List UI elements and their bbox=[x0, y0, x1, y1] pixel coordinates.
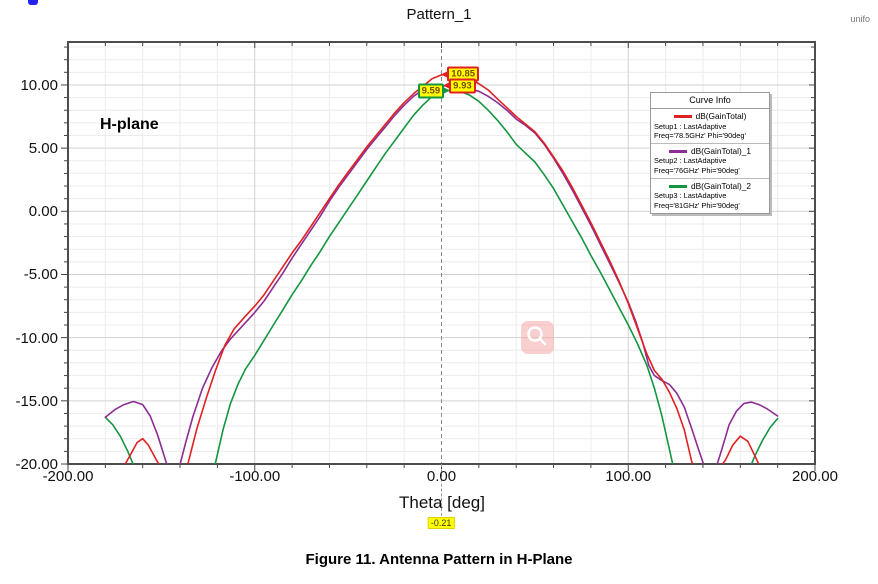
legend-freq: Freq='76GHz' Phi='90deg' bbox=[654, 165, 740, 175]
magnifier-icon bbox=[527, 326, 547, 346]
legend-swatch bbox=[669, 184, 688, 188]
x-axis-title: Theta [deg] bbox=[398, 493, 485, 512]
legend-title: Curve Info bbox=[651, 93, 769, 110]
y-tick-label: 0.00 bbox=[28, 203, 58, 221]
legend-entry: dB(GainTotal)_2 Setup3 : LastAdaptive Freq… bbox=[651, 179, 769, 213]
legend-entry: dB(GainTotal) Setup1 : LastAdaptive Freq='… bbox=[651, 109, 769, 145]
figure-caption: Figure 11. Antenna Pattern in H-Plane bbox=[305, 551, 573, 568]
center-line-extension bbox=[441, 464, 442, 516]
legend-setup: Setup2 : LastAdaptive bbox=[654, 156, 727, 166]
x-axis-annotation: -0.21 bbox=[427, 517, 455, 529]
legend-series-name: dB(GainTotal)_1 bbox=[691, 146, 751, 157]
legend-setup: Setup3 : LastAdaptive bbox=[654, 191, 727, 201]
marker-arrow bbox=[441, 70, 450, 79]
hyperlink-fragment[interactable] bbox=[28, 0, 38, 5]
y-tick-label: 5.00 bbox=[28, 140, 58, 158]
legend-freq: Freq='78.5GHz' Phi='90deg' bbox=[654, 130, 746, 140]
magnifier-overlay-button[interactable] bbox=[521, 321, 554, 354]
watermark-text: unifo bbox=[850, 14, 870, 24]
legend-series-name: dB(GainTotal)_2 bbox=[691, 180, 751, 191]
x-tick-label: -200.00 bbox=[42, 468, 94, 485]
x-tick-label: 100.00 bbox=[605, 468, 652, 485]
y-tick-label: -15.00 bbox=[15, 392, 58, 410]
y-tick-label: -20.00 bbox=[15, 456, 58, 473]
y-tick-label: 10.00 bbox=[20, 76, 58, 94]
peak-marker: 9.93 bbox=[443, 78, 476, 94]
h-plane-label: H-plane bbox=[100, 116, 159, 133]
legend-swatch bbox=[669, 149, 688, 153]
y-tick-label: -10.00 bbox=[15, 329, 58, 347]
x-tick-label: 0.00 bbox=[426, 468, 457, 485]
legend-box: Curve Info dB(GainTotal) Setup1 : LastAda… bbox=[650, 92, 770, 214]
legend-entry: dB(GainTotal)_1 Setup2 : LastAdaptive Freq… bbox=[651, 144, 769, 179]
y-tick-label: -5.00 bbox=[23, 266, 58, 284]
legend-setup: Setup1 : LastAdaptive bbox=[654, 121, 727, 131]
legend-swatch bbox=[673, 114, 692, 118]
chart-title: Pattern_1 bbox=[406, 6, 472, 23]
marker-arrow bbox=[442, 86, 451, 95]
marker-arrow bbox=[443, 81, 452, 90]
legend-series-name: dB(GainTotal) bbox=[695, 111, 747, 122]
peak-marker: 9.59 bbox=[417, 83, 451, 99]
x-tick-label: -100.00 bbox=[229, 468, 281, 485]
x-tick-label: 200.00 bbox=[792, 468, 838, 485]
legend-freq: Freq='81GHz' Phi='90deg' bbox=[654, 200, 740, 210]
